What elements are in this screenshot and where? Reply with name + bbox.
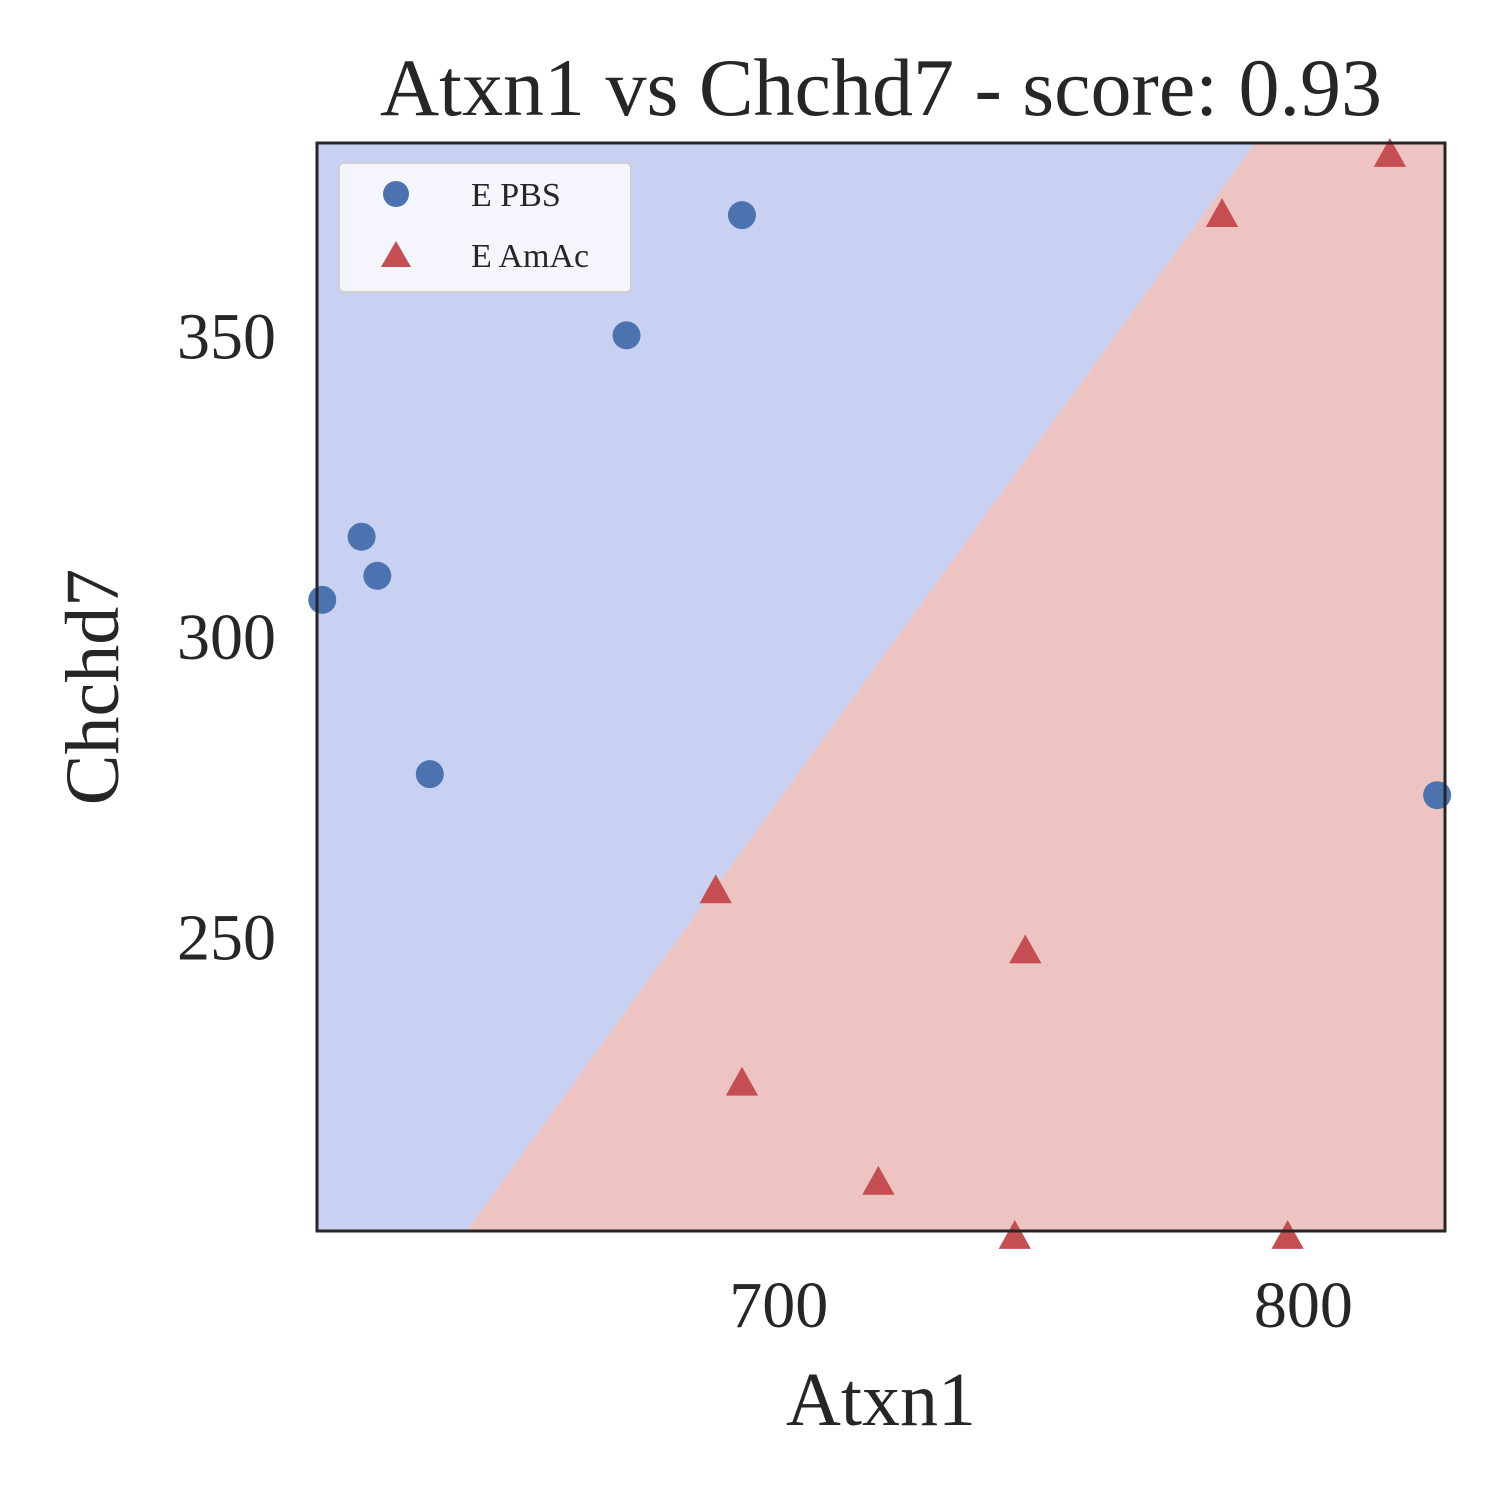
- point-e-amac-0: [699, 874, 732, 904]
- x-axis-label: Atxn1: [786, 1358, 976, 1442]
- region-e-pbs: [317, 143, 1256, 1231]
- point-e-amac-2: [862, 1165, 895, 1195]
- x-tick-label: 700: [729, 1269, 828, 1342]
- point-e-amac-6: [1271, 1220, 1304, 1249]
- legend: E PBS E AmAc: [338, 162, 632, 293]
- y-tick-label: 250: [177, 901, 276, 974]
- decision-regions: [317, 143, 1445, 1231]
- point-e-amac-7: [1373, 138, 1407, 167]
- y-tick-label: 300: [177, 601, 276, 674]
- plot-frame: [315, 141, 1447, 1233]
- point-e-pbs-6: [1423, 781, 1452, 810]
- x-axis-ticks: 700 800: [729, 1269, 1353, 1342]
- point-e-pbs-5: [727, 201, 756, 230]
- region-e-amac: [466, 143, 1445, 1231]
- y-axis-ticks: 250 300 350: [177, 300, 276, 974]
- legend-label-pbs: E PBS: [471, 177, 561, 214]
- point-e-amac-5: [1205, 198, 1239, 228]
- point-e-pbs-0: [308, 585, 337, 614]
- chart-title: Atxn1 vs Chchd7 - score: 0.93: [380, 42, 1382, 133]
- legend-label-amac: E AmAc: [471, 238, 589, 275]
- point-e-pbs-1: [347, 522, 376, 551]
- point-e-pbs-3: [415, 760, 444, 789]
- point-e-pbs-4: [612, 321, 641, 350]
- x-tick-label: 800: [1254, 1269, 1353, 1342]
- legend-marker-pbs: [383, 181, 409, 207]
- y-tick-label: 350: [177, 300, 276, 373]
- point-e-pbs-2: [363, 561, 392, 590]
- point-e-amac-4: [1009, 934, 1042, 964]
- legend-marker-amac: [381, 241, 411, 267]
- point-e-amac-1: [725, 1066, 759, 1096]
- point-e-amac-3: [998, 1220, 1031, 1249]
- y-axis-label: Chchd7: [51, 569, 135, 805]
- legend-box: [338, 162, 632, 293]
